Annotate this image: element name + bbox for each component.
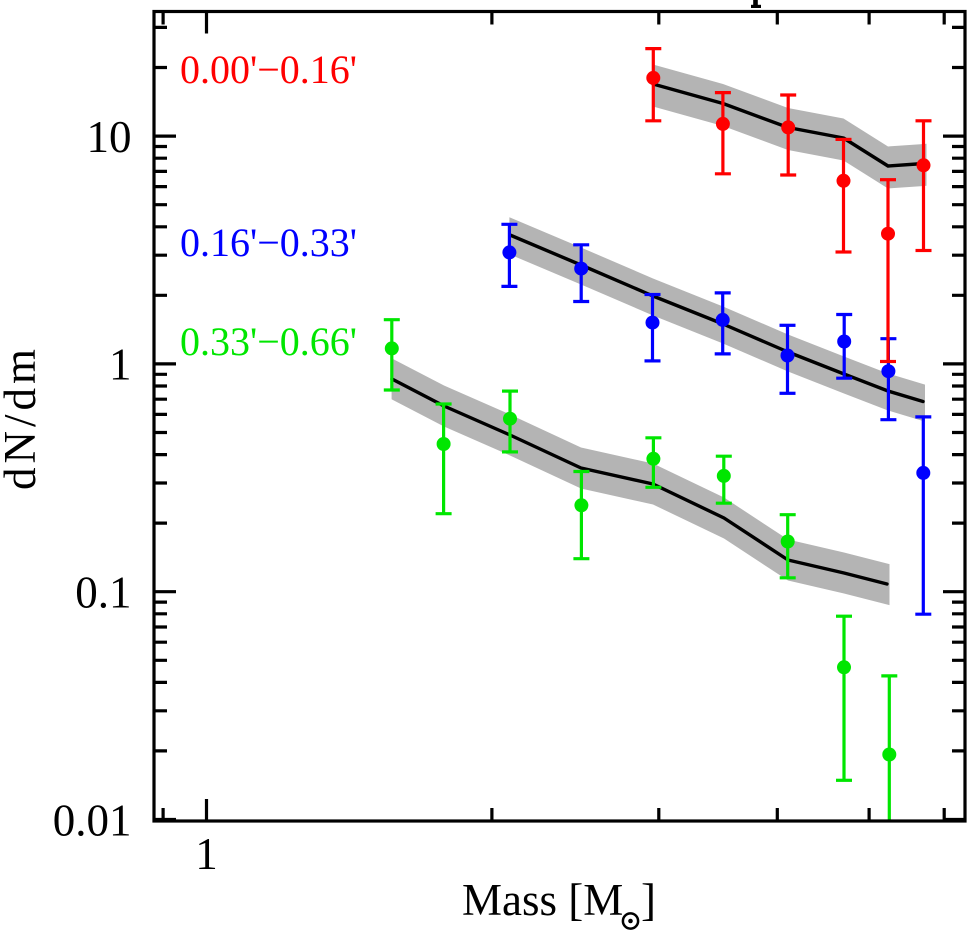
svg-text:dN/dm: dN/dm: [0, 345, 45, 490]
svg-text:0.33'−0.66': 0.33'−0.66': [180, 319, 357, 364]
svg-text:]: ]: [641, 875, 656, 925]
svg-text:0.01: 0.01: [53, 795, 132, 845]
svg-text:1: 1: [109, 340, 132, 390]
svg-text:0.16'−0.33': 0.16'−0.33': [180, 220, 357, 265]
svg-text:10: 10: [87, 112, 132, 162]
svg-text:0.1: 0.1: [75, 567, 131, 617]
svg-text:Mass [M: Mass [M: [462, 875, 623, 925]
svg-text:1: 1: [195, 829, 218, 879]
svg-text:0.00'−0.16': 0.00'−0.16': [180, 47, 357, 92]
